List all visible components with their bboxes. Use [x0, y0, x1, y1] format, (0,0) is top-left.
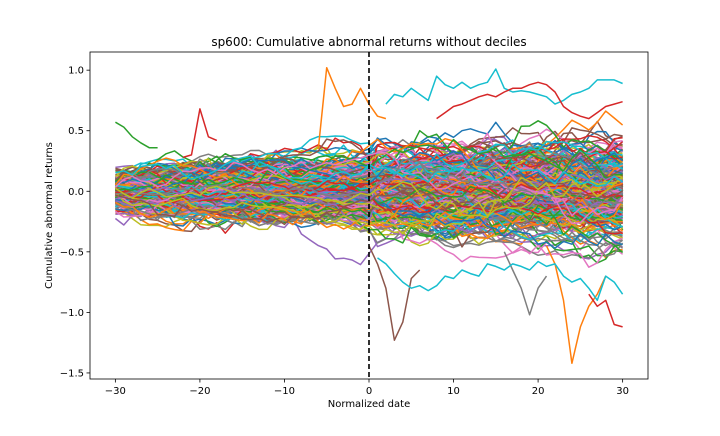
series-line: [114, 152, 624, 217]
x-tick-label: 20: [532, 386, 545, 397]
series-line: [115, 179, 624, 226]
y-tick-label: 1.0: [68, 66, 84, 77]
outlier-series-line: [545, 245, 607, 365]
x-tick-label: 30: [616, 386, 629, 397]
outlier-series-line: [436, 81, 623, 120]
chart-title: sp600: Cumulative abnormal returns witho…: [211, 35, 526, 49]
outlier-series-line: [182, 108, 218, 159]
outlier-series-line: [115, 121, 158, 149]
x-axis: −30 −20 −10 0 10 20 30: [105, 379, 629, 397]
series-layer: [114, 66, 624, 365]
x-tick-label: −20: [189, 386, 210, 397]
x-tick-label: 10: [447, 386, 460, 397]
x-tick-label: 0: [366, 386, 372, 397]
y-axis: −1.5 −1.0 −0.5 0.0 0.5 1.0: [60, 66, 90, 379]
outlier-series-line: [588, 293, 623, 328]
y-tick-label: 0.5: [68, 126, 84, 137]
y-tick-label: −1.0: [60, 308, 84, 319]
x-axis-label: Normalized date: [328, 399, 410, 410]
y-tick-label: 0.0: [68, 187, 84, 198]
outlier-series-line: [317, 66, 387, 149]
outlier-series-line: [368, 245, 421, 341]
x-tick-label: −10: [274, 386, 295, 397]
outlier-series-line: [503, 251, 548, 316]
y-tick-label: −1.5: [60, 368, 84, 379]
series-line: [114, 120, 624, 184]
series-line: [114, 144, 624, 196]
outlier-series-line: [385, 68, 623, 105]
x-tick-label: −30: [105, 386, 126, 397]
outlier-series-line: [377, 257, 624, 302]
y-axis-label: Cumulative abnormal returns: [44, 142, 55, 289]
y-tick-label: −0.5: [60, 247, 84, 258]
series-line: [114, 176, 624, 219]
